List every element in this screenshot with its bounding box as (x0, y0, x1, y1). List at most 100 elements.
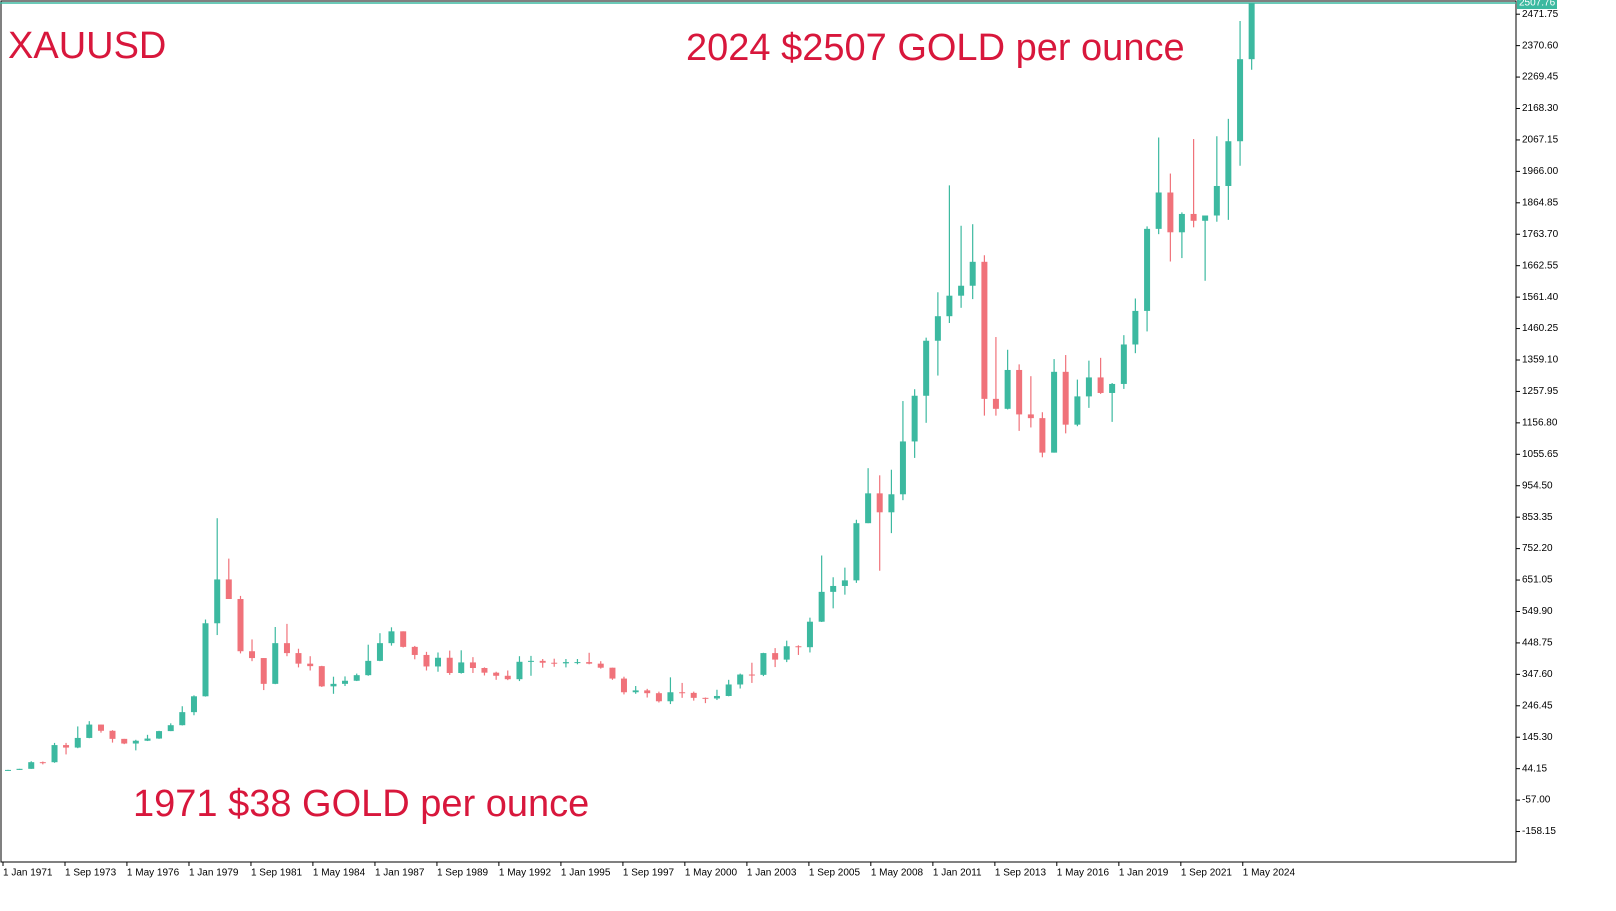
candle-body (853, 523, 860, 581)
candle-body (51, 745, 58, 763)
candle-body (434, 657, 441, 667)
candle-body (202, 623, 209, 697)
candle-body (806, 621, 813, 648)
candle-body (981, 261, 988, 399)
candle-body (86, 724, 93, 738)
candle-body (1202, 215, 1209, 221)
y-tick-label: 954.50 (1522, 480, 1553, 491)
candle-body (1213, 185, 1220, 216)
candle-body (109, 730, 116, 739)
candle-body (365, 660, 372, 676)
candle-body (795, 646, 802, 648)
candle-body (841, 580, 848, 586)
candle-body (888, 494, 895, 513)
x-tick-label: 1 Sep 1973 (65, 868, 117, 879)
candle-body (934, 316, 941, 341)
y-tick-label: 651.05 (1522, 575, 1553, 586)
candle-body (946, 295, 953, 317)
candle-body (376, 643, 383, 661)
candle-body (1155, 192, 1162, 229)
candle-body (458, 662, 465, 673)
candle-body (516, 661, 523, 680)
candle-body (167, 725, 174, 732)
candle-body (713, 695, 720, 699)
candle-body (923, 340, 930, 396)
candle-body (307, 663, 314, 667)
y-tick-label: 549.90 (1522, 606, 1553, 617)
candle-body (272, 643, 279, 684)
candle-body (121, 738, 128, 744)
candle-body (74, 737, 81, 748)
candle-body (609, 667, 616, 679)
candle-body (1109, 383, 1116, 393)
x-tick-label: 1 Jan 2011 (933, 868, 982, 879)
candle-body (295, 653, 302, 664)
y-tick-label: 448.75 (1522, 638, 1553, 649)
y-tick-label: 853.35 (1522, 512, 1553, 523)
candle-body (748, 674, 755, 676)
x-tick-label: 1 Jan 2003 (747, 868, 797, 879)
candle-body (1237, 59, 1244, 142)
candle-body (353, 675, 360, 681)
y-tick-label: 1662.55 (1522, 260, 1559, 271)
x-tick-label: 1 Jan 1987 (375, 868, 425, 879)
candle-body (1132, 310, 1139, 345)
x-tick-label: 1 May 1976 (127, 868, 180, 879)
y-tick-label: 145.30 (1522, 732, 1553, 743)
y-tick-label: 1864.85 (1522, 197, 1559, 208)
candle-body (958, 285, 965, 296)
price-label: 2507.76 (1519, 0, 1556, 9)
candle-body (388, 631, 395, 644)
candle-body (1248, 3, 1255, 60)
plot-frame (0, 0, 1517, 863)
y-tick-label: 2168.30 (1522, 103, 1559, 114)
axes: 2471.75 2370.60 2269.45 2168.30 2067.15 1966.… (0, 0, 1559, 879)
x-tick-label: 1 May 2008 (871, 868, 924, 879)
candle-body (551, 662, 558, 664)
candle-body (1097, 377, 1104, 393)
candle-body (469, 662, 476, 669)
candle-body (620, 678, 627, 693)
y-tick-label: 752.20 (1522, 543, 1553, 554)
candle-body (237, 599, 244, 652)
y-tick-label: 347.60 (1522, 669, 1553, 680)
y-tick-label: 1055.65 (1522, 449, 1559, 460)
y-tick-label: 1966.00 (1522, 166, 1559, 177)
candle-body (190, 696, 197, 713)
y-tick-label: 1561.40 (1522, 292, 1559, 303)
candle-body (283, 643, 290, 654)
candle-body (28, 762, 35, 769)
candle-body (144, 738, 151, 741)
candle-body (1027, 414, 1034, 419)
candle-body (214, 579, 221, 624)
x-tick-label: 1 Sep 2005 (809, 868, 861, 879)
candle-body (1190, 213, 1197, 221)
candle-body (1225, 141, 1232, 186)
candle-body (597, 663, 604, 668)
annotation: 1971 $38 GOLD per ounce (133, 783, 589, 825)
candle-body (179, 712, 186, 726)
y-tick-label: 1359.10 (1522, 355, 1559, 366)
y-tick-label: -158.15 (1522, 826, 1556, 837)
candle-body (911, 395, 918, 442)
candle-body (132, 740, 139, 744)
y-tick-label: 1763.70 (1522, 229, 1559, 240)
candle-body (574, 662, 581, 664)
y-tick-label: 2269.45 (1522, 72, 1559, 83)
x-tick-label: 1 May 2024 (1243, 868, 1296, 879)
candle-body (400, 631, 407, 647)
candle-body (5, 769, 11, 771)
x-tick-label: 1 May 1992 (499, 868, 552, 879)
candle-body (260, 658, 267, 684)
candle-body (969, 261, 976, 286)
candle-body (632, 690, 639, 693)
candle-body (527, 660, 534, 662)
candle-body (562, 662, 569, 664)
candle-body (783, 646, 790, 660)
candle-body (1039, 418, 1046, 453)
candle-body (493, 672, 500, 676)
x-tick-label: 1 Sep 2021 (1181, 868, 1233, 879)
candle-body (865, 493, 872, 524)
y-tick-label: 2370.60 (1522, 40, 1559, 51)
candle-body (1120, 344, 1127, 384)
